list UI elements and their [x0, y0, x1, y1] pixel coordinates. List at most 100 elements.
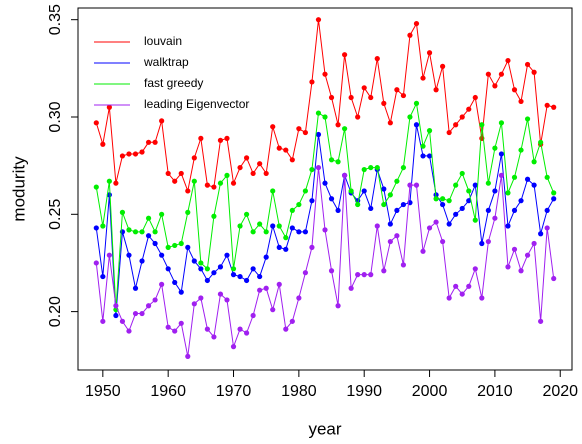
- data-point: [420, 248, 426, 254]
- data-point: [524, 61, 531, 68]
- data-point: [524, 176, 531, 182]
- data-point: [165, 244, 171, 250]
- data-point: [498, 71, 505, 77]
- data-point: [335, 207, 341, 214]
- data-point: [322, 114, 328, 120]
- data-point: [511, 87, 518, 93]
- data-point: [159, 211, 165, 217]
- data-point: [472, 182, 478, 188]
- data-point: [342, 126, 348, 132]
- data-point: [204, 266, 210, 272]
- x-tick-label: 2000: [412, 383, 448, 400]
- data-point: [283, 235, 289, 241]
- data-point: [453, 182, 459, 188]
- legend-label: louvain: [144, 34, 182, 48]
- data-point: [224, 252, 230, 258]
- data-point: [185, 244, 191, 250]
- data-point: [355, 114, 361, 120]
- data-point: [407, 32, 413, 38]
- data-point: [139, 229, 145, 235]
- data-point: [204, 326, 210, 332]
- data-point: [283, 147, 289, 153]
- data-point: [374, 164, 380, 171]
- data-point: [466, 198, 472, 204]
- data-point: [289, 157, 295, 163]
- data-point: [243, 155, 250, 161]
- data-point: [342, 52, 348, 58]
- data-point: [361, 272, 367, 278]
- data-point: [191, 178, 197, 184]
- data-point: [283, 326, 289, 332]
- data-point: [322, 180, 328, 186]
- data-point: [106, 178, 112, 184]
- data-point: [211, 184, 217, 190]
- data-point: [511, 174, 518, 180]
- data-point: [381, 201, 387, 208]
- data-point: [145, 233, 152, 239]
- data-point: [466, 106, 472, 112]
- data-point: [230, 344, 237, 350]
- data-point: [387, 238, 393, 245]
- data-point: [276, 244, 282, 250]
- data-point: [250, 170, 256, 177]
- data-point: [270, 223, 276, 229]
- data-point: [518, 98, 524, 105]
- y-tick-label: 0.30: [47, 101, 64, 132]
- data-point: [361, 85, 367, 91]
- data-point: [394, 207, 400, 214]
- data-point: [551, 104, 557, 110]
- data-point: [498, 172, 505, 178]
- data-point: [381, 268, 387, 274]
- data-point: [315, 17, 322, 23]
- data-point: [361, 166, 367, 173]
- x-tick-label: 2010: [477, 383, 513, 400]
- data-point: [172, 242, 178, 249]
- data-point: [426, 153, 433, 159]
- data-point: [361, 188, 367, 194]
- data-point: [498, 120, 505, 126]
- data-point: [394, 87, 400, 93]
- data-point: [230, 266, 237, 272]
- data-point: [172, 279, 178, 286]
- data-point: [440, 238, 446, 245]
- data-point: [237, 273, 243, 280]
- data-point: [453, 283, 459, 289]
- data-point: [492, 145, 498, 151]
- data-point: [93, 260, 99, 266]
- data-point: [413, 122, 420, 128]
- data-point: [204, 277, 210, 284]
- data-point: [524, 252, 531, 258]
- data-point: [100, 223, 106, 229]
- data-point: [185, 353, 191, 359]
- x-tick-label: 1950: [85, 383, 121, 400]
- data-point: [126, 328, 132, 334]
- data-point: [198, 260, 204, 266]
- data-point: [538, 318, 544, 324]
- data-point: [387, 221, 393, 227]
- data-point: [257, 161, 263, 167]
- data-point: [472, 94, 478, 101]
- data-point: [394, 178, 400, 184]
- data-point: [139, 149, 145, 155]
- data-point: [472, 217, 478, 223]
- data-point: [538, 231, 544, 237]
- y-tick-label: 0.35: [47, 4, 64, 35]
- data-point: [230, 180, 237, 186]
- data-point: [368, 164, 374, 171]
- data-point: [413, 100, 420, 106]
- data-point: [368, 272, 374, 278]
- data-point: [381, 186, 387, 192]
- data-point: [165, 324, 171, 330]
- data-point: [217, 180, 224, 186]
- x-tick-label: 1960: [150, 383, 186, 400]
- data-point: [315, 164, 322, 171]
- data-point: [257, 287, 263, 293]
- data-point: [100, 141, 106, 147]
- data-point: [335, 303, 341, 309]
- data-point: [453, 211, 459, 217]
- data-point: [485, 207, 491, 214]
- data-point: [296, 229, 302, 235]
- y-axis-title: modurity: [9, 156, 28, 222]
- x-tick-label: 1980: [281, 383, 317, 400]
- legend-label: walktrap: [143, 55, 189, 69]
